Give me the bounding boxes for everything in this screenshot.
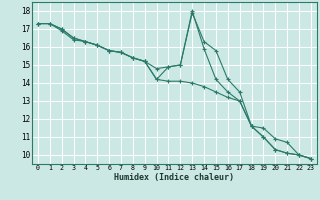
X-axis label: Humidex (Indice chaleur): Humidex (Indice chaleur) [115,173,234,182]
